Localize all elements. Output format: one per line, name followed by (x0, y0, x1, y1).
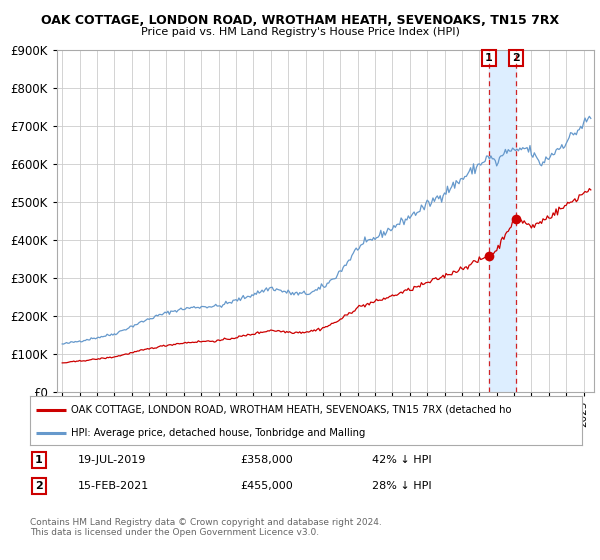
Text: £358,000: £358,000 (240, 455, 293, 465)
Text: 2: 2 (512, 53, 520, 63)
Text: 2: 2 (35, 481, 43, 491)
Text: 42% ↓ HPI: 42% ↓ HPI (372, 455, 431, 465)
Text: 1: 1 (485, 53, 493, 63)
Text: 15-FEB-2021: 15-FEB-2021 (78, 481, 149, 491)
Bar (489, 50, 516, 392)
Text: OAK COTTAGE, LONDON ROAD, WROTHAM HEATH, SEVENOAKS, TN15 7RX (detached ho: OAK COTTAGE, LONDON ROAD, WROTHAM HEATH,… (71, 405, 512, 415)
Text: OAK COTTAGE, LONDON ROAD, WROTHAM HEATH, SEVENOAKS, TN15 7RX: OAK COTTAGE, LONDON ROAD, WROTHAM HEATH,… (41, 14, 559, 27)
Text: 28% ↓ HPI: 28% ↓ HPI (372, 481, 431, 491)
Text: 19-JUL-2019: 19-JUL-2019 (78, 455, 146, 465)
Text: Contains HM Land Registry data © Crown copyright and database right 2024.
This d: Contains HM Land Registry data © Crown c… (30, 518, 382, 538)
Text: Price paid vs. HM Land Registry's House Price Index (HPI): Price paid vs. HM Land Registry's House … (140, 27, 460, 37)
Text: HPI: Average price, detached house, Tonbridge and Malling: HPI: Average price, detached house, Tonb… (71, 428, 366, 438)
Text: 1: 1 (35, 455, 43, 465)
Text: £455,000: £455,000 (240, 481, 293, 491)
